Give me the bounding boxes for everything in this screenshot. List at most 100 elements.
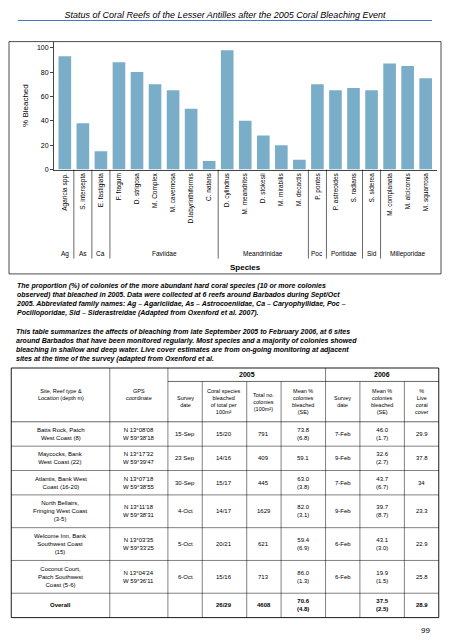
svg-text:Welcome Inn, BankSouthwest Coa: Welcome Inn, BankSouthwest Coast(15)	[34, 533, 87, 555]
svg-text:D. strigosa: D. strigosa	[133, 173, 141, 204]
svg-text:Site, Reef type &Location (dep: Site, Reef type &Location (depth m)	[38, 388, 84, 401]
svg-text:Poritidae: Poritidae	[331, 250, 357, 257]
svg-text:80: 80	[41, 69, 49, 76]
svg-text:Ca: Ca	[96, 250, 105, 257]
svg-text:43.7(6.7): 43.7(6.7)	[376, 476, 389, 490]
svg-text:15/16: 15/16	[216, 574, 232, 580]
svg-text:34: 34	[418, 480, 425, 486]
svg-text:791: 791	[258, 431, 269, 437]
svg-text:M. mirabilis: M. mirabilis	[277, 172, 284, 206]
svg-text:Batts Rock, PatchWest Coast (8: Batts Rock, PatchWest Coast (8)	[37, 427, 85, 441]
svg-text:6-Oct: 6-Oct	[178, 574, 193, 580]
svg-text:Coral speciesbleachedof total: Coral speciesbleachedof total per100m²	[207, 388, 241, 415]
svg-text:N 13°17'32W 59°39'47: N 13°17'32W 59°39'47	[123, 451, 155, 465]
svg-text:70.6(4.8): 70.6(4.8)	[297, 598, 310, 612]
svg-text:This table summarizes the affe: This table summarizes the affects of ble…	[16, 328, 357, 363]
svg-text:Milleporidae: Milleporidae	[390, 250, 425, 258]
svg-text:N 13°04'24W 59°36'11: N 13°04'24W 59°36'11	[123, 570, 154, 584]
svg-text:M. meandrites: M. meandrites	[241, 172, 248, 214]
svg-text:73.8(6.8): 73.8(6.8)	[297, 427, 310, 441]
svg-text:46.0(1.7): 46.0(1.7)	[376, 427, 389, 441]
svg-text:Overall: Overall	[50, 602, 71, 608]
svg-text:The proportion (%) of colonies: The proportion (%) of colonies of the mo…	[16, 282, 346, 317]
svg-text:2006: 2006	[374, 371, 390, 378]
svg-text:19.9(1.5): 19.9(1.5)	[376, 570, 389, 584]
svg-text:39.7(8.7): 39.7(8.7)	[376, 504, 389, 518]
svg-text:60: 60	[41, 93, 49, 100]
svg-text:409: 409	[258, 455, 269, 461]
svg-text:F. fragum: F. fragum	[115, 173, 123, 200]
svg-text:63.0(3.8): 63.0(3.8)	[297, 476, 310, 490]
svg-text:82.0(3.1): 82.0(3.1)	[297, 504, 310, 518]
svg-text:Status of Coral Reefs of the L: Status of Coral Reefs of the Lesser Anti…	[65, 10, 386, 20]
svg-text:14/16: 14/16	[216, 455, 232, 461]
svg-text:15/17: 15/17	[216, 480, 232, 486]
svg-text:99: 99	[421, 626, 430, 635]
svg-text:M. complanata: M. complanata	[386, 173, 394, 216]
svg-text:30-Sep: 30-Sep	[175, 480, 195, 486]
svg-text:23 Sep: 23 Sep	[175, 455, 195, 461]
svg-text:Mean %coloniesbleached(SE): Mean %coloniesbleached(SE)	[371, 388, 393, 415]
svg-text:2005: 2005	[239, 371, 255, 378]
svg-text:M. cavernosa: M. cavernosa	[169, 173, 176, 212]
svg-text:23.3: 23.3	[416, 508, 428, 514]
svg-text:M. decactis: M. decactis	[295, 172, 302, 206]
svg-text:7-Feb: 7-Feb	[335, 480, 351, 486]
svg-text:Total no.colonies(100m²): Total no.colonies(100m²)	[253, 392, 274, 412]
svg-text:621: 621	[258, 541, 269, 547]
svg-text:S. intersepta: S. intersepta	[79, 173, 87, 210]
svg-text:29.9: 29.9	[416, 431, 428, 437]
svg-text:Mean %coloniesbleached(SE): Mean %coloniesbleached(SE)	[292, 388, 314, 415]
svg-text:% Bleached: % Bleached	[21, 84, 30, 127]
svg-text:P. astreoides: P. astreoides	[332, 172, 339, 210]
svg-text:713: 713	[258, 574, 269, 580]
svg-text:Species: Species	[230, 263, 261, 272]
svg-text:22.9: 22.9	[416, 541, 428, 547]
svg-text:GPScoordinate: GPScoordinate	[126, 388, 152, 401]
svg-text:14/17: 14/17	[216, 508, 232, 514]
svg-text:6-Feb: 6-Feb	[335, 541, 351, 547]
svg-text:7-Feb: 7-Feb	[335, 431, 351, 437]
svg-text:Poc: Poc	[311, 250, 323, 257]
svg-text:N 13°08'08W 59°38'18: N 13°08'08W 59°38'18	[123, 427, 155, 441]
svg-text:37.5(2.5): 37.5(2.5)	[376, 598, 389, 612]
svg-text:North Bellairs,Fringing West C: North Bellairs,Fringing West Coast(3-5)	[33, 500, 88, 522]
svg-text:59.4(6.9): 59.4(6.9)	[297, 537, 310, 551]
svg-text:S. radians: S. radians	[350, 172, 357, 202]
svg-text:20/21: 20/21	[216, 541, 232, 547]
svg-text:59.1: 59.1	[297, 455, 309, 461]
svg-text:5-Oct: 5-Oct	[178, 541, 193, 547]
svg-text:D.labyrinthiformis: D.labyrinthiformis	[187, 172, 195, 223]
svg-text:N 13°03'35W 59°33'25: N 13°03'35W 59°33'25	[123, 537, 155, 551]
svg-text:Agaricia spp.: Agaricia spp.	[61, 173, 69, 211]
svg-text:28.9: 28.9	[416, 602, 428, 608]
svg-text:Coconut Court,Patch SouthwestC: Coconut Court,Patch SouthwestCoast (5-6)	[38, 566, 83, 588]
svg-text:15/20: 15/20	[216, 431, 232, 437]
svg-text:37.8: 37.8	[416, 455, 428, 461]
svg-text:1629: 1629	[257, 508, 271, 514]
svg-text:Maycocks, BankWest Coast (22): Maycocks, BankWest Coast (22)	[38, 451, 83, 465]
svg-text:D. stokesii: D. stokesii	[259, 173, 266, 203]
svg-text:As: As	[79, 250, 87, 257]
svg-text:445: 445	[258, 480, 269, 486]
svg-text:100: 100	[37, 44, 49, 51]
svg-text:C. natans: C. natans	[205, 172, 212, 201]
svg-text:S. siderea: S. siderea	[368, 173, 375, 203]
svg-text:43.1(3.0): 43.1(3.0)	[376, 537, 389, 551]
svg-text:Sid: Sid	[367, 250, 377, 257]
svg-text:4-Oct: 4-Oct	[178, 508, 193, 514]
svg-text:M. alcicornis: M. alcicornis	[404, 172, 411, 209]
svg-text:Atlantis, Bank WestCoast (16-2: Atlantis, Bank WestCoast (16-20)	[35, 476, 87, 490]
svg-text:6-Feb: 6-Feb	[335, 574, 351, 580]
svg-text:M. squarrosa: M. squarrosa	[422, 173, 430, 211]
svg-text:N 13°07'18W 59°38'55: N 13°07'18W 59°38'55	[123, 476, 155, 490]
svg-text:20: 20	[41, 142, 49, 149]
svg-text:M. Complex: M. Complex	[151, 172, 159, 207]
svg-text:P. pontes: P. pontes	[314, 172, 322, 199]
svg-text:9-Feb: 9-Feb	[335, 455, 351, 461]
svg-text:26/29: 26/29	[216, 602, 232, 608]
svg-text:Faviidae: Faviidae	[152, 250, 177, 257]
svg-text:Surveydate: Surveydate	[177, 395, 194, 408]
svg-text:15-Sep: 15-Sep	[175, 431, 195, 437]
svg-text:32.6(2.7): 32.6(2.7)	[376, 451, 389, 465]
